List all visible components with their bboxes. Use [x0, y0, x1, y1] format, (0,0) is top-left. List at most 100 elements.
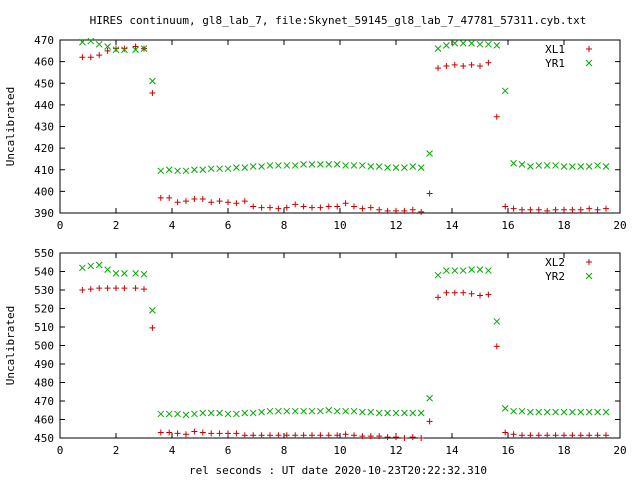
top-x-tick-label: 14	[445, 219, 459, 232]
data-point-yr1	[392, 164, 400, 171]
data-point-xl1	[594, 206, 601, 213]
data-point-yr1	[367, 163, 375, 170]
data-point-yr2	[493, 318, 501, 325]
data-point-yr2	[95, 261, 103, 269]
data-point-yr2	[342, 407, 349, 415]
data-point-xl1	[401, 207, 408, 214]
data-point-yr2	[384, 409, 391, 417]
data-point-yr1	[443, 42, 450, 49]
data-point-yr2	[140, 270, 148, 278]
data-point-xl2	[104, 285, 111, 292]
data-point-yr1	[224, 165, 232, 173]
data-point-yr2	[325, 406, 333, 414]
data-point-xl1	[502, 203, 509, 210]
bottom-y-axis-label: Uncalibrated	[4, 306, 17, 385]
data-point-xl1	[250, 203, 257, 210]
data-point-yr2	[527, 408, 534, 416]
top-x-tick-label: 2	[113, 219, 120, 232]
data-point-xl2	[79, 287, 86, 293]
data-point-yr1	[325, 160, 333, 168]
data-point-xl2	[225, 430, 231, 437]
bottom-plot-panel: 0 2 4 6 8 10 12 14 16 18 20 450 460 470 480 490 500 510 52…	[4, 247, 627, 457]
data-point-yr2	[409, 409, 417, 417]
data-point-yr1	[468, 39, 475, 47]
data-point-yr2	[300, 407, 307, 415]
data-point-yr2	[104, 266, 111, 274]
data-point-yr1	[510, 159, 517, 167]
data-point-xl2	[552, 432, 559, 439]
data-point-xl1	[342, 200, 349, 207]
data-point-xl2	[485, 291, 492, 298]
data-point-xl2	[258, 432, 265, 439]
data-point-xl2	[121, 285, 128, 292]
data-point-yr2	[459, 267, 467, 274]
data-point-yr2	[602, 408, 610, 416]
data-point-xl2	[300, 432, 307, 439]
data-point-yr1	[569, 163, 576, 170]
bottom-x-tick-label: 18	[557, 444, 570, 457]
data-point-yr2	[266, 407, 274, 415]
data-point-xl2	[183, 431, 189, 438]
data-point-xl1	[96, 52, 103, 59]
data-point-yr1	[350, 162, 358, 169]
data-point-yr2	[308, 407, 316, 415]
data-point-yr2	[359, 408, 366, 416]
data-point-yr1	[333, 160, 341, 168]
data-point-yr2	[518, 407, 526, 415]
data-point-xl1	[544, 207, 551, 214]
data-point-xl2	[342, 431, 349, 438]
data-point-xl1	[292, 201, 299, 208]
data-point-xl2	[141, 286, 147, 293]
data-point-xl1	[113, 45, 119, 52]
data-point-yr1	[409, 163, 417, 170]
data-point-yr2	[560, 408, 568, 416]
data-point-yr1	[233, 164, 240, 171]
bottom-x-tick-label: 8	[281, 444, 288, 457]
data-point-yr1	[535, 162, 543, 169]
top-x-tick-label: 8	[281, 219, 288, 232]
data-point-yr2	[535, 408, 543, 416]
data-point-yr2	[543, 408, 551, 416]
data-point-yr2	[451, 267, 459, 274]
bottom-x-tick-label: 14	[445, 444, 459, 457]
data-point-xl1	[409, 206, 416, 213]
bottom-x-tick-label: 12	[389, 444, 402, 457]
data-point-yr2	[241, 409, 249, 417]
data-point-xl2	[544, 432, 551, 439]
data-point-yr1	[527, 163, 534, 170]
data-point-xl1	[351, 203, 357, 210]
data-point-yr2	[165, 410, 173, 418]
bottom-y-tick-label: 450	[34, 432, 54, 445]
data-point-yr1	[191, 166, 198, 174]
top-x-tick-label: 12	[389, 219, 402, 232]
data-point-xl1	[121, 45, 128, 52]
data-point-yr1	[112, 46, 120, 54]
top-y-tick-label: 450	[34, 77, 54, 90]
data-point-xl1	[577, 206, 584, 213]
data-point-xl1	[104, 47, 111, 54]
bottom-x-tick-label: 10	[333, 444, 346, 457]
top-y-tick-label: 400	[34, 185, 54, 198]
data-point-yr2	[121, 269, 128, 277]
data-point-xl2	[233, 430, 240, 437]
data-point-yr1	[241, 164, 249, 171]
data-point-xl2	[96, 285, 103, 292]
data-point-xl2	[208, 430, 215, 437]
data-point-xl2	[132, 285, 139, 292]
data-point-yr1	[417, 164, 425, 171]
data-point-xl2	[359, 433, 366, 440]
data-point-xl2	[535, 432, 542, 439]
data-point-yr1	[342, 162, 349, 169]
data-point-yr2	[79, 264, 86, 272]
data-point-xl1	[267, 204, 273, 211]
data-point-xl2	[283, 432, 290, 439]
data-point-xl2	[502, 429, 509, 436]
data-point-xl2	[409, 434, 416, 441]
data-point-yr2	[468, 266, 475, 274]
x-axis-label: rel seconds : UT date 2020-10-23T20:22:3…	[189, 464, 487, 477]
data-point-xl2	[561, 432, 567, 439]
data-point-yr2	[569, 408, 576, 416]
data-point-yr2	[275, 407, 282, 415]
data-point-xl2	[527, 432, 534, 439]
data-point-xl2	[87, 286, 94, 293]
